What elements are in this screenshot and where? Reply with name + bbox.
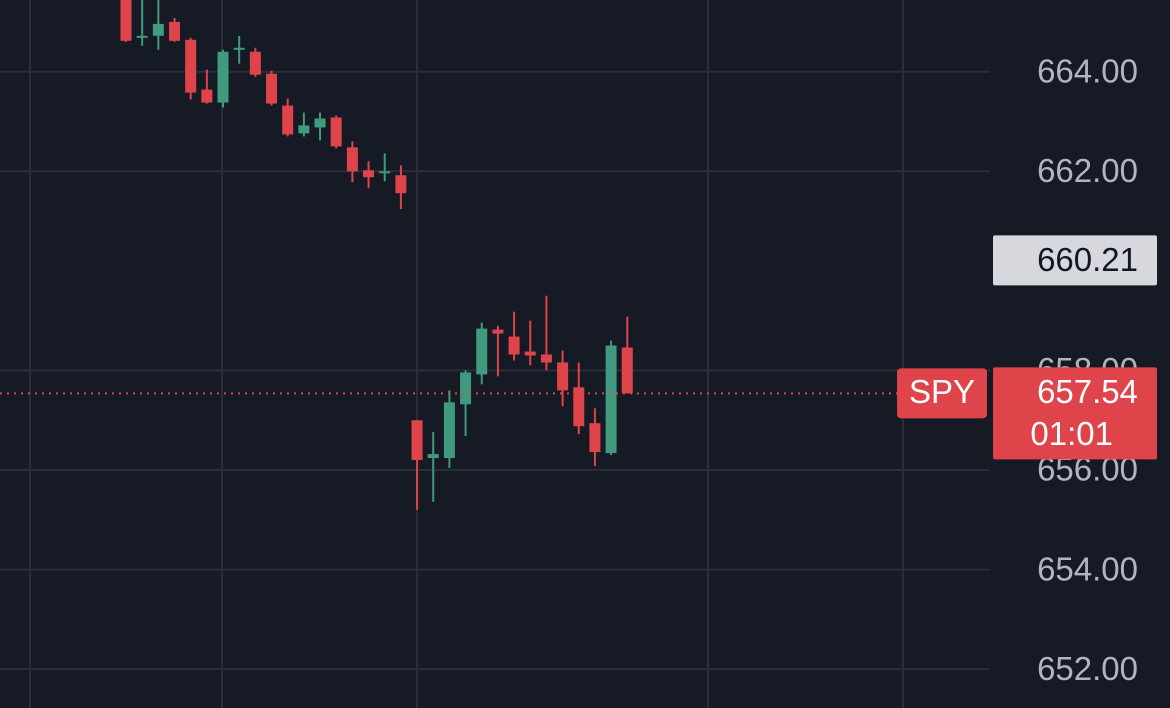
y-tick-label: 664.00 (1037, 52, 1138, 89)
candle-body (169, 21, 181, 41)
time-grid (29, 0, 904, 708)
candle-body (427, 454, 439, 459)
candle-body (185, 39, 197, 93)
candle-body (621, 347, 633, 394)
candle-body (298, 125, 310, 134)
candle-body (266, 73, 278, 104)
candle-body (411, 420, 423, 461)
candle-body (492, 329, 504, 334)
candle-body (508, 336, 520, 355)
candle-body (605, 345, 617, 454)
y-tick-label: 654.00 (1037, 550, 1138, 587)
candle-body (346, 147, 358, 172)
candle-body (379, 171, 391, 174)
grid (0, 70, 990, 671)
candle-body (201, 89, 213, 103)
crosshair-price-label: 660.21 (1037, 241, 1138, 278)
candle-body (589, 423, 601, 453)
candle-body (573, 387, 585, 427)
candle-body (395, 175, 407, 194)
candle-body (363, 170, 375, 178)
candle-body (217, 51, 229, 103)
countdown-label: 01:01 (1030, 415, 1113, 452)
crosshair-price-box (993, 235, 1157, 286)
y-tick-label: 662.00 (1037, 152, 1138, 189)
y-tick-label: 652.00 (1037, 650, 1138, 687)
price-labels: 660.21 SPY 657.54 01:01 (0, 235, 1157, 460)
candles (120, 0, 633, 510)
candle-body (249, 51, 261, 75)
candle-body (152, 23, 164, 36)
candle-body (540, 354, 552, 363)
candle-body (524, 351, 536, 356)
candle-body (330, 117, 342, 147)
candle-body (460, 372, 472, 405)
candle-body (476, 328, 488, 375)
candle-body (557, 362, 569, 391)
candle-body (314, 118, 326, 128)
candle-body (120, 0, 132, 41)
last-price-box (993, 367, 1157, 460)
candle-body (233, 47, 245, 50)
candle-body (443, 402, 455, 459)
candle-body (282, 105, 294, 135)
symbol-box (897, 368, 987, 419)
symbol-label: SPY (909, 373, 975, 410)
last-price-label: 657.54 (1037, 373, 1138, 410)
candle-body (136, 35, 148, 38)
